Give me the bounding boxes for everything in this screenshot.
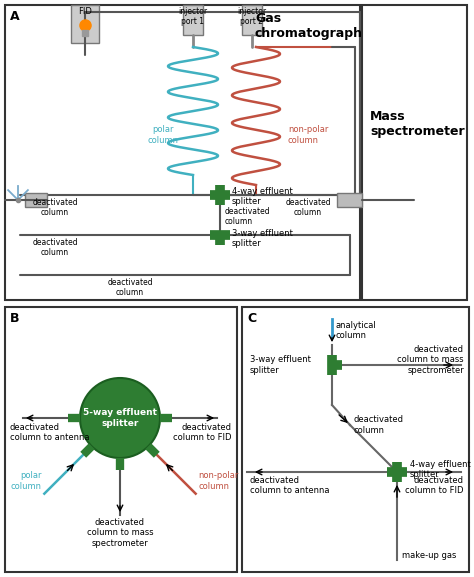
Text: deactivated
column: deactivated column: [354, 415, 404, 434]
Text: deactivated
column to FID: deactivated column to FID: [405, 476, 464, 496]
Text: deactivated
column to antenna: deactivated column to antenna: [250, 476, 329, 496]
Text: deactivated
column to mass
spectrometer: deactivated column to mass spectrometer: [397, 345, 464, 375]
Text: 3-way effluent
splitter: 3-way effluent splitter: [232, 229, 293, 249]
Text: 4-way effluent
splitter: 4-way effluent splitter: [232, 187, 293, 207]
Text: deactivated
column: deactivated column: [32, 198, 78, 218]
Text: non-polar
column: non-polar column: [199, 471, 239, 490]
Text: deactivated
column: deactivated column: [107, 278, 153, 297]
Text: polar
column: polar column: [10, 471, 41, 490]
Text: 5-way effluent
splitter: 5-way effluent splitter: [83, 409, 157, 428]
Text: injector
port 1: injector port 1: [178, 7, 208, 27]
Text: deactivated
column to antenna: deactivated column to antenna: [10, 423, 90, 443]
Bar: [71, 5, 99, 43]
Text: FID: FID: [78, 7, 92, 16]
Bar: [5, 5, 360, 300]
Text: 3-way effluent
splitter: 3-way effluent splitter: [250, 355, 311, 374]
Text: deactivated
column: deactivated column: [32, 238, 78, 257]
Text: deactivated
column to mass
spectrometer: deactivated column to mass spectrometer: [87, 518, 153, 548]
Text: 4-way effluent
splitter: 4-way effluent splitter: [410, 460, 471, 479]
Text: deactivated
column: deactivated column: [285, 198, 331, 218]
Text: Mass
spectrometer: Mass spectrometer: [370, 110, 465, 138]
Text: Gas
chromatograph: Gas chromatograph: [255, 12, 363, 40]
Text: B: B: [10, 312, 19, 325]
Text: deactivated
column: deactivated column: [225, 207, 271, 226]
Bar: [362, 5, 467, 300]
Text: deactivated
column to FID: deactivated column to FID: [173, 423, 232, 443]
Circle shape: [80, 378, 160, 458]
Text: C: C: [247, 312, 256, 325]
Text: analytical
column: analytical column: [336, 321, 377, 340]
Bar: [5, 307, 237, 572]
Text: polar
column: polar column: [147, 125, 179, 145]
Text: non-polar
column: non-polar column: [288, 125, 328, 145]
Bar: [337, 193, 362, 207]
Text: injector
port 2: injector port 2: [237, 7, 266, 27]
Bar: [25, 193, 47, 207]
Bar: [242, 5, 262, 35]
Text: A: A: [10, 10, 19, 23]
Text: make-up gas: make-up gas: [402, 551, 456, 560]
Bar: [242, 307, 469, 572]
Bar: [183, 5, 203, 35]
